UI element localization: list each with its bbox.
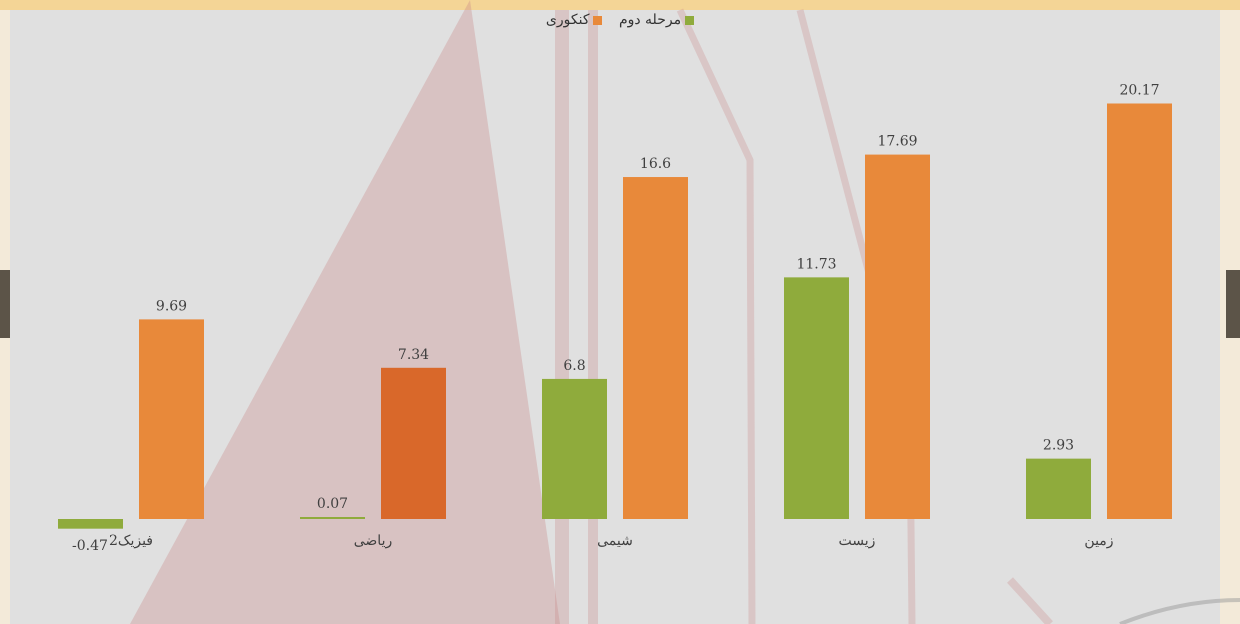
bar-series-1-4 xyxy=(784,277,849,519)
bar-series-2-5 xyxy=(1107,103,1172,520)
legend-item-series-2: کنکوری xyxy=(546,12,603,28)
legend-item-series-1: مرحله دوم xyxy=(618,12,695,28)
top-border-strip xyxy=(0,0,1240,10)
data-label-series-2-4: 17.69 xyxy=(877,134,917,150)
bar-series-2-1 xyxy=(139,319,204,519)
chart-panel xyxy=(10,10,1220,624)
data-label-series-2-5: 20.17 xyxy=(1119,82,1159,98)
data-label-series-1-1: -0.47 xyxy=(72,538,108,554)
bar-series-2-3 xyxy=(623,177,688,520)
category-label-5: زمین xyxy=(1084,533,1113,549)
bar-series-1-1 xyxy=(58,519,123,529)
data-label-series-1-4: 11.73 xyxy=(796,256,836,272)
right-edge-tab xyxy=(1226,270,1240,338)
data-label-series-1-2: 0.07 xyxy=(317,496,348,512)
bar-series-1-5 xyxy=(1026,458,1091,519)
legend-swatch-series-2 xyxy=(593,15,603,25)
bar-series-1-3 xyxy=(542,378,607,519)
data-label-series-2-1: 9.69 xyxy=(156,298,187,314)
chart-legend: مرحله دوم کنکوری xyxy=(0,12,1240,28)
category-label-4: زیست xyxy=(839,533,876,549)
bar-series-2-4 xyxy=(865,154,930,519)
category-label-3: شیمی xyxy=(597,533,633,549)
bar-series-2-2 xyxy=(381,367,446,519)
legend-swatch-series-1 xyxy=(685,15,695,25)
category-label-2: ریاضی xyxy=(354,533,392,549)
data-label-series-2-2: 7.34 xyxy=(398,347,429,363)
data-label-series-1-5: 2.93 xyxy=(1043,438,1074,454)
legend-label-series-2: کنکوری xyxy=(545,12,590,28)
data-label-series-1-3: 6.8 xyxy=(563,358,585,374)
bar-series-1-2 xyxy=(300,517,365,519)
legend-label-series-1: مرحله دوم xyxy=(618,12,682,28)
data-label-series-2-3: 16.6 xyxy=(640,156,671,172)
category-label-1: فیزیک2 xyxy=(109,533,153,549)
